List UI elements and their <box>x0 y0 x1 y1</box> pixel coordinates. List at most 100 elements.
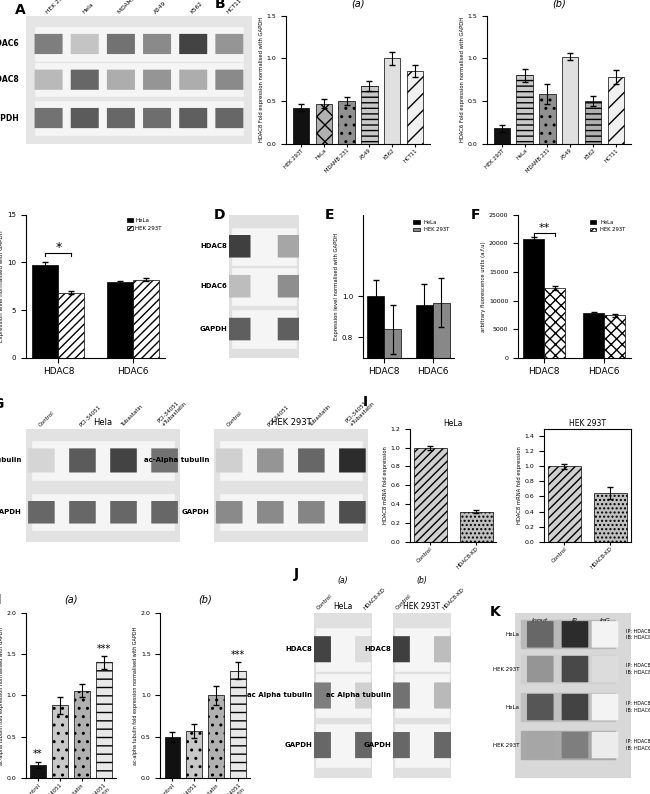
FancyBboxPatch shape <box>387 682 410 708</box>
Text: Control: Control <box>38 410 55 428</box>
FancyBboxPatch shape <box>34 70 62 90</box>
Text: J: J <box>293 567 298 580</box>
Bar <box>187 731 202 778</box>
FancyBboxPatch shape <box>28 501 55 523</box>
Text: PCI-34051: PCI-34051 <box>266 404 290 428</box>
Text: GAPDH: GAPDH <box>0 509 21 515</box>
Text: ac Alpha tubulin: ac Alpha tubulin <box>247 692 312 699</box>
Title: HEK 293T: HEK 293T <box>569 419 606 428</box>
Title: Hela: Hela <box>94 418 112 426</box>
Bar <box>230 671 246 778</box>
Bar <box>516 75 533 144</box>
Bar <box>593 493 627 542</box>
Y-axis label: HDAC8 Fold expression normalised with GAPDH: HDAC8 Fold expression normalised with GA… <box>259 17 264 142</box>
Title: HEK 293T: HEK 293T <box>270 418 311 426</box>
Bar <box>58 293 84 357</box>
FancyBboxPatch shape <box>179 34 207 54</box>
Bar <box>74 691 90 778</box>
Title: HeLa: HeLa <box>333 602 353 611</box>
Text: IP: HDAC8
IB: HDAC8: IP: HDAC8 IB: HDAC8 <box>626 629 650 640</box>
Text: PCI-34051: PCI-34051 <box>79 404 102 428</box>
Text: *: * <box>55 241 62 254</box>
Bar <box>395 674 449 717</box>
FancyBboxPatch shape <box>355 682 378 708</box>
Bar <box>604 315 625 357</box>
FancyBboxPatch shape <box>69 501 96 523</box>
FancyBboxPatch shape <box>107 70 135 90</box>
Bar <box>384 329 401 500</box>
Bar <box>416 305 433 500</box>
Title: HeLa: HeLa <box>443 419 463 428</box>
Text: Control: Control <box>316 594 333 611</box>
FancyBboxPatch shape <box>179 108 207 128</box>
Bar <box>433 303 450 500</box>
FancyBboxPatch shape <box>592 732 618 758</box>
Y-axis label: Expression level normalised with GAPDH: Expression level normalised with GAPDH <box>0 230 5 342</box>
Text: IP: IP <box>572 618 578 622</box>
Legend: HeLa, HEK 293T: HeLa, HEK 293T <box>126 218 162 232</box>
Text: F: F <box>471 208 480 222</box>
Text: D: D <box>214 208 226 222</box>
FancyBboxPatch shape <box>111 449 136 472</box>
Text: HDAC6: HDAC6 <box>0 40 20 48</box>
Bar <box>232 228 296 265</box>
Bar <box>220 494 361 530</box>
Bar <box>562 56 578 144</box>
Text: GAPDH: GAPDH <box>200 326 227 332</box>
Bar <box>316 674 370 717</box>
Bar <box>460 511 493 542</box>
Text: A549: A549 <box>153 0 168 14</box>
Bar <box>493 129 510 144</box>
FancyBboxPatch shape <box>527 694 554 720</box>
FancyBboxPatch shape <box>71 34 99 54</box>
Bar <box>32 265 58 357</box>
Title: HEK 293T: HEK 293T <box>404 602 441 611</box>
Bar <box>384 59 400 144</box>
Text: HDAC8: HDAC8 <box>0 75 20 84</box>
FancyBboxPatch shape <box>387 636 410 662</box>
Bar <box>521 655 616 683</box>
Bar <box>315 103 332 144</box>
Text: GAPDH: GAPDH <box>0 114 20 122</box>
Text: GAPDH: GAPDH <box>181 509 209 515</box>
FancyBboxPatch shape <box>151 449 178 472</box>
FancyBboxPatch shape <box>562 656 588 682</box>
Bar <box>407 71 423 144</box>
FancyBboxPatch shape <box>216 501 242 523</box>
Bar <box>521 693 616 721</box>
FancyBboxPatch shape <box>527 732 554 758</box>
FancyBboxPatch shape <box>215 108 243 128</box>
Text: Hela: Hela <box>81 2 94 14</box>
Bar <box>548 466 581 542</box>
Text: IgG: IgG <box>600 618 610 622</box>
FancyBboxPatch shape <box>34 108 62 128</box>
Bar <box>32 494 174 530</box>
FancyBboxPatch shape <box>107 34 135 54</box>
Text: PCI-34051
+Tubastatin: PCI-34051 +Tubastatin <box>344 397 376 428</box>
Y-axis label: ac-alpha tubulin fold expression normalised with GAPDH: ac-alpha tubulin fold expression normali… <box>0 626 4 765</box>
Bar <box>608 77 624 144</box>
FancyBboxPatch shape <box>592 656 618 682</box>
FancyBboxPatch shape <box>562 732 588 758</box>
FancyBboxPatch shape <box>215 70 243 90</box>
Y-axis label: HDAC8 mRNA fold expression: HDAC8 mRNA fold expression <box>517 446 522 524</box>
Text: G: G <box>0 397 3 411</box>
FancyBboxPatch shape <box>298 449 324 472</box>
FancyBboxPatch shape <box>71 70 99 90</box>
Text: HeLa: HeLa <box>506 632 519 637</box>
FancyBboxPatch shape <box>355 732 378 758</box>
Text: Control: Control <box>395 594 413 611</box>
Text: Control: Control <box>226 410 243 428</box>
FancyBboxPatch shape <box>339 501 366 523</box>
Bar <box>521 620 616 649</box>
FancyBboxPatch shape <box>215 34 243 54</box>
Text: Tubastatin: Tubastatin <box>308 404 332 428</box>
FancyBboxPatch shape <box>562 694 588 720</box>
FancyBboxPatch shape <box>527 656 554 682</box>
FancyBboxPatch shape <box>339 449 366 472</box>
FancyBboxPatch shape <box>308 732 331 758</box>
Text: GAPDH: GAPDH <box>363 742 391 748</box>
FancyBboxPatch shape <box>298 501 324 523</box>
Text: Tubastatin: Tubastatin <box>120 404 144 428</box>
FancyBboxPatch shape <box>111 501 136 523</box>
